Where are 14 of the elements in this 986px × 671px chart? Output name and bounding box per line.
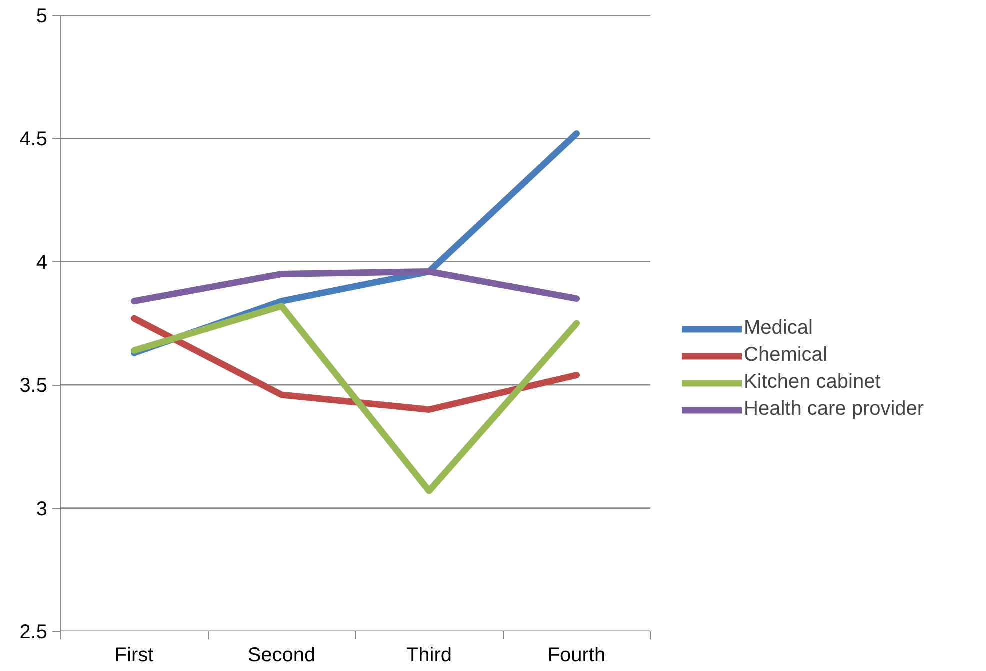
y-tick-label: 4 <box>36 252 48 274</box>
y-tick-label: 3 <box>36 498 48 520</box>
y-tick-label: 5 <box>36 6 48 28</box>
x-tick-label: First <box>114 644 154 666</box>
y-tick-label: 3.5 <box>20 375 48 398</box>
x-tick-label: Fourth <box>548 644 606 666</box>
legend-label: Medical <box>744 317 813 340</box>
y-tick-label: 2.5 <box>20 622 48 644</box>
legend-label: Chemical <box>744 344 828 367</box>
legend-label: Kitchen cabinet <box>744 371 881 394</box>
x-tick-label: Second <box>248 644 316 666</box>
x-tick-label: Third <box>406 644 452 666</box>
legend-label: Health care provider <box>744 398 924 421</box>
y-tick-label: 4.5 <box>20 128 48 151</box>
